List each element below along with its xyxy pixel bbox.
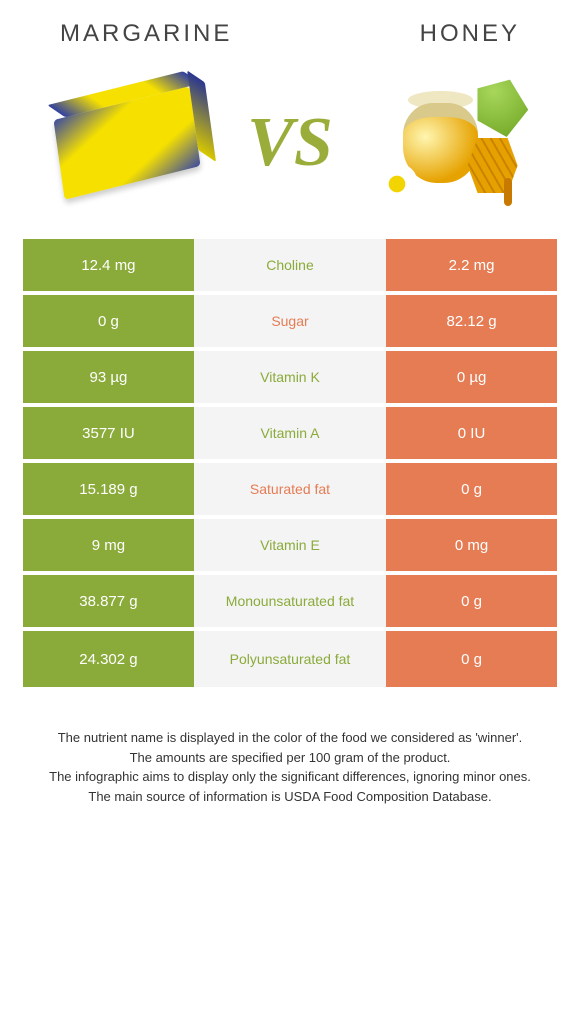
nutrient-name: Vitamin E [194, 519, 386, 571]
margarine-box-icon [54, 86, 201, 200]
nutrient-name: Choline [194, 239, 386, 291]
footnote-line: The amounts are specified per 100 gram o… [30, 748, 550, 768]
flower-icon [378, 165, 416, 203]
comparison-table: 12.4 mgCholine2.2 mg0 gSugar82.12 g93 µg… [22, 238, 558, 688]
right-value: 0 g [386, 575, 557, 627]
right-food-title: HONEY [420, 20, 520, 48]
honey-jar-icon [403, 103, 478, 183]
right-value: 0 g [386, 463, 557, 515]
margarine-image [52, 78, 202, 208]
left-value: 3577 IU [23, 407, 194, 459]
table-row: 0 gSugar82.12 g [23, 295, 557, 351]
right-value: 0 mg [386, 519, 557, 571]
nutrient-name: Vitamin A [194, 407, 386, 459]
footnotes: The nutrient name is displayed in the co… [0, 688, 580, 806]
nutrient-name: Polyunsaturated fat [194, 631, 386, 687]
left-value: 24.302 g [23, 631, 194, 687]
left-value: 12.4 mg [23, 239, 194, 291]
table-row: 38.877 gMonounsaturated fat0 g [23, 575, 557, 631]
table-row: 3577 IUVitamin A0 IU [23, 407, 557, 463]
left-value: 93 µg [23, 351, 194, 403]
right-value: 82.12 g [386, 295, 557, 347]
right-value: 0 IU [386, 407, 557, 459]
nutrient-name: Saturated fat [194, 463, 386, 515]
nutrient-name: Vitamin K [194, 351, 386, 403]
honey-image [378, 78, 528, 208]
right-value: 0 µg [386, 351, 557, 403]
table-row: 24.302 gPolyunsaturated fat0 g [23, 631, 557, 687]
table-row: 9 mgVitamin E0 mg [23, 519, 557, 575]
table-row: 93 µgVitamin K0 µg [23, 351, 557, 407]
footnote-line: The main source of information is USDA F… [30, 787, 550, 807]
left-value: 38.877 g [23, 575, 194, 627]
nutrient-name: Monounsaturated fat [194, 575, 386, 627]
images-row: VS [0, 58, 580, 238]
title-row: MARGARINE HONEY [0, 0, 580, 58]
footnote-line: The infographic aims to display only the… [30, 767, 550, 787]
table-row: 12.4 mgCholine2.2 mg [23, 239, 557, 295]
left-value: 0 g [23, 295, 194, 347]
left-value: 9 mg [23, 519, 194, 571]
honey-dipper-icon [504, 178, 512, 206]
nutrient-name: Sugar [194, 295, 386, 347]
left-food-title: MARGARINE [60, 20, 232, 48]
left-value: 15.189 g [23, 463, 194, 515]
vs-label: VS [247, 103, 333, 183]
right-value: 0 g [386, 631, 557, 687]
right-value: 2.2 mg [386, 239, 557, 291]
footnote-line: The nutrient name is displayed in the co… [30, 728, 550, 748]
table-row: 15.189 gSaturated fat0 g [23, 463, 557, 519]
